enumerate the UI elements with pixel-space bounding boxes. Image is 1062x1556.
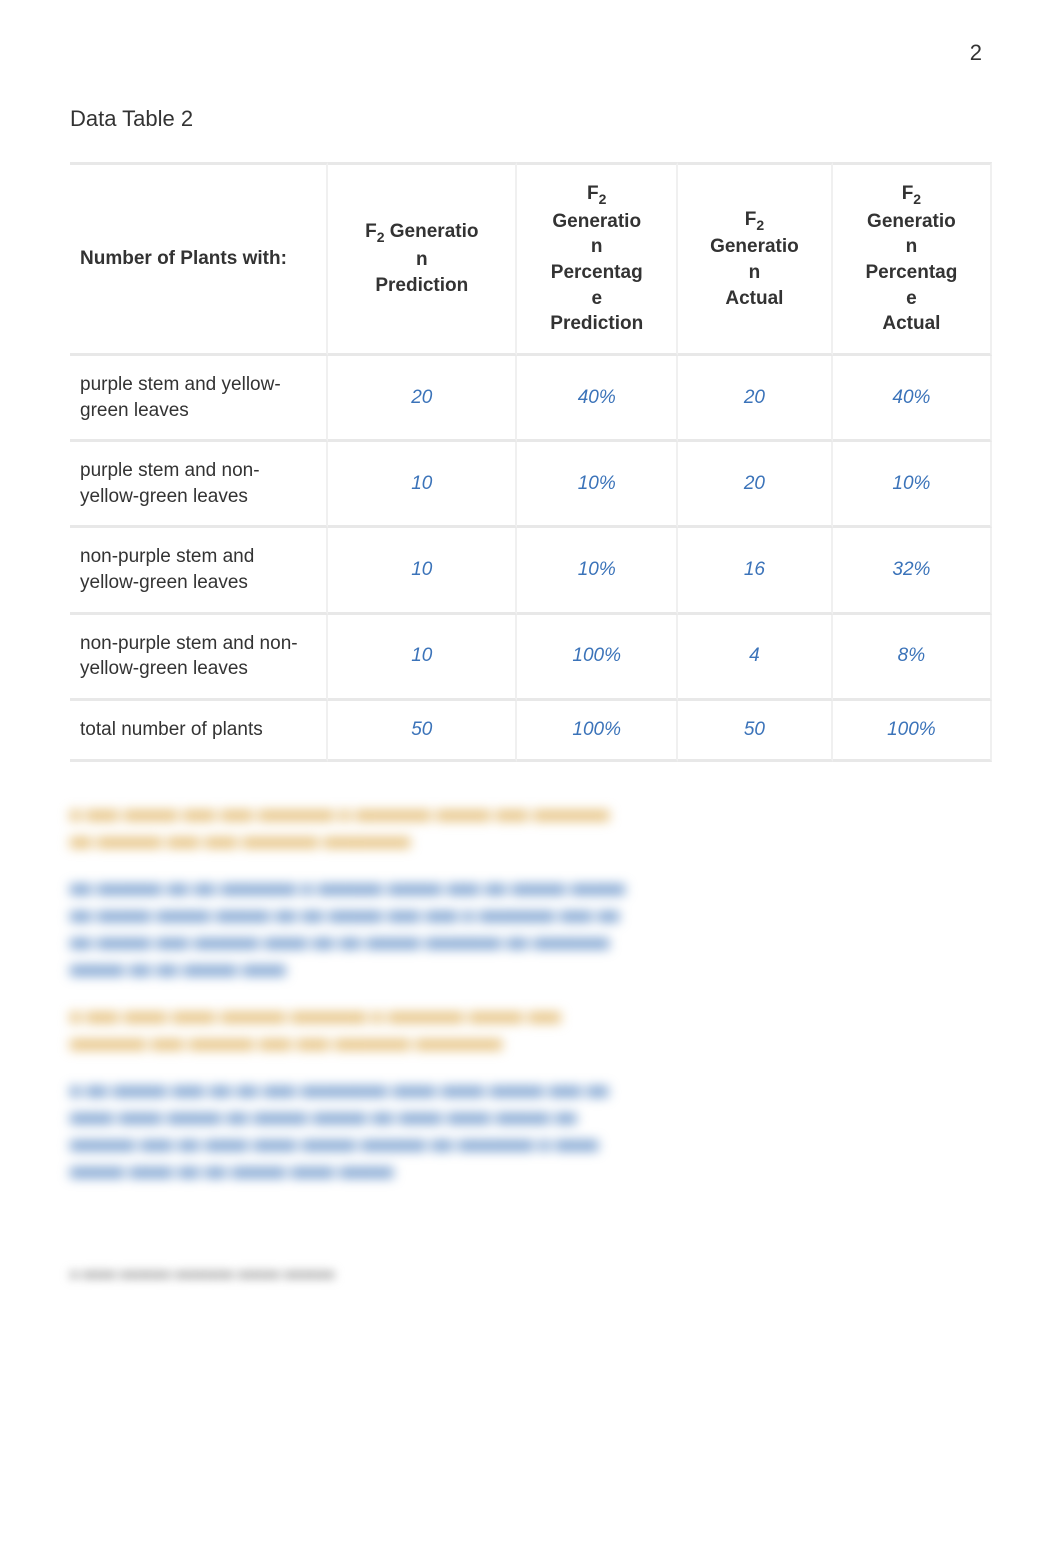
row-pred: 10 xyxy=(328,615,517,701)
row-pred-pct: 10% xyxy=(517,442,678,528)
table-row: non-purple stem and yellow-green leaves … xyxy=(70,528,992,614)
table-row: total number of plants 50 100% 50 100% xyxy=(70,701,992,762)
col-header-actual: F2GenerationActual xyxy=(678,162,833,356)
row-actual-pct: 100% xyxy=(833,701,992,762)
row-actual-pct: 32% xyxy=(833,528,992,614)
col-header-pred-pct: F2GenerationPercentagePrediction xyxy=(517,162,678,356)
table-row: purple stem and non-yellow-green leaves … xyxy=(70,442,992,528)
row-pred-pct: 100% xyxy=(517,615,678,701)
row-actual-pct: 10% xyxy=(833,442,992,528)
blurred-text: ■ ■■■ ■■■■■ ■■■ ■■■ ■■■■■■■ ■ ■■■■■■■ ■■… xyxy=(70,802,992,856)
row-label: purple stem and yellow-green leaves xyxy=(70,356,328,442)
blurred-text: ■■ ■■■■■■ ■■ ■■ ■■■■■■■ ■ ■■■■■■ ■■■■■ ■… xyxy=(70,876,992,984)
blurred-text: ■ ■■ ■■■■■ ■■■ ■■ ■■ ■■■ ■■■■■■■■ ■■■■ ■… xyxy=(70,1078,992,1186)
row-actual: 20 xyxy=(678,356,833,442)
table-title: Data Table 2 xyxy=(70,106,992,132)
row-pred-pct: 10% xyxy=(517,528,678,614)
row-pred: 20 xyxy=(328,356,517,442)
row-actual-pct: 40% xyxy=(833,356,992,442)
row-pred: 10 xyxy=(328,528,517,614)
row-actual: 20 xyxy=(678,442,833,528)
footer-copyright: ■ ■■■■ ■■■■■■ ■■■■■■■ ■■■■■ ■■■■■■ xyxy=(70,1266,992,1282)
page-number: 2 xyxy=(70,40,992,66)
row-label: purple stem and non-yellow-green leaves xyxy=(70,442,328,528)
data-table: Number of Plants with: F2 GenerationPred… xyxy=(70,162,992,762)
row-pred: 50 xyxy=(328,701,517,762)
row-label: total number of plants xyxy=(70,701,328,762)
row-actual: 50 xyxy=(678,701,833,762)
row-actual: 16 xyxy=(678,528,833,614)
table-row: non-purple stem and non-yellow-green lea… xyxy=(70,615,992,701)
row-actual: 4 xyxy=(678,615,833,701)
col-header-actual-pct: F2GenerationPercentageActual xyxy=(833,162,992,356)
col-header-pred: F2 GenerationPrediction xyxy=(328,162,517,356)
row-pred-pct: 40% xyxy=(517,356,678,442)
row-pred: 10 xyxy=(328,442,517,528)
table-row: purple stem and yellow-green leaves 20 4… xyxy=(70,356,992,442)
table-header-row: Number of Plants with: F2 GenerationPred… xyxy=(70,162,992,356)
blurred-text: ■ ■■■ ■■■■ ■■■■ ■■■■■■ ■■■■■■■ ■ ■■■■■■■… xyxy=(70,1004,992,1058)
row-label: non-purple stem and yellow-green leaves xyxy=(70,528,328,614)
row-label: non-purple stem and non-yellow-green lea… xyxy=(70,615,328,701)
row-pred-pct: 100% xyxy=(517,701,678,762)
row-actual-pct: 8% xyxy=(833,615,992,701)
col-header-label: Number of Plants with: xyxy=(70,162,328,356)
blurred-content: ■ ■■■ ■■■■■ ■■■ ■■■ ■■■■■■■ ■ ■■■■■■■ ■■… xyxy=(70,802,992,1186)
